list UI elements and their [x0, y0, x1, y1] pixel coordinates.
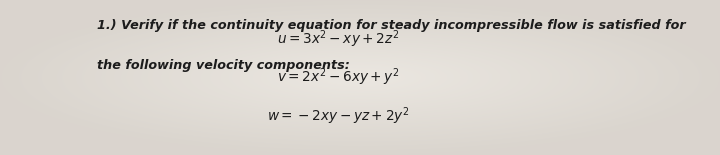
- Text: $w = -2xy - yz + 2y^2$: $w = -2xy - yz + 2y^2$: [267, 105, 410, 127]
- Text: $u = 3x^2 - xy + 2z^2$: $u = 3x^2 - xy + 2z^2$: [277, 28, 400, 50]
- Text: $v = 2x^2 - 6xy + y^2$: $v = 2x^2 - 6xy + y^2$: [277, 67, 400, 88]
- Text: 1.) Verify if the continuity equation for steady incompressible flow is satisfie: 1.) Verify if the continuity equation fo…: [97, 19, 686, 32]
- Text: the following velocity components:: the following velocity components:: [97, 59, 350, 72]
